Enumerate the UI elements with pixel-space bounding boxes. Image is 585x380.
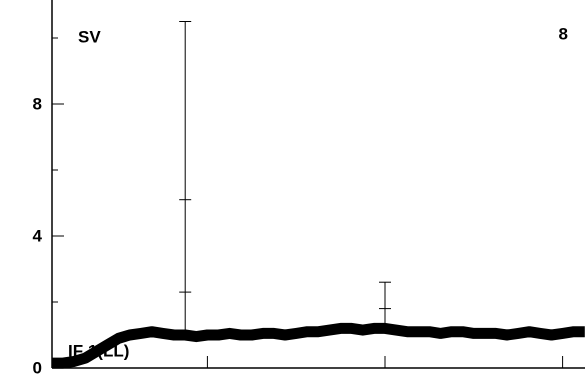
annotation: SV: [78, 27, 101, 46]
y-tick-label: 8: [33, 94, 42, 113]
annotation: 8: [559, 24, 568, 43]
y-tick-label: 0: [33, 358, 42, 377]
y-tick-label: 4: [33, 226, 43, 245]
annotation: IF 1(LL): [68, 341, 129, 360]
data-line: [52, 322, 585, 369]
